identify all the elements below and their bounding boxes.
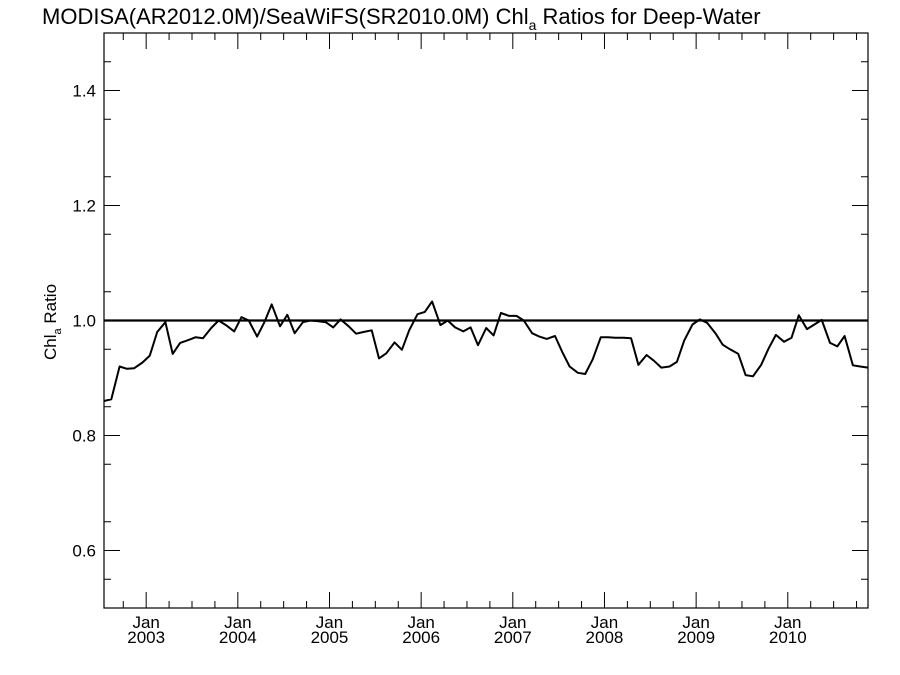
x-tick-month-label: Jan [224, 613, 251, 632]
x-tick-year-label: 2010 [769, 628, 807, 647]
x-tick-month-label: Jan [591, 613, 618, 632]
x-tick-month-label: Jan [682, 613, 709, 632]
x-tick-year-label: 2007 [494, 628, 532, 647]
y-axis-label-suffix: Ratio [41, 284, 60, 328]
y-tick-label: 0.6 [72, 542, 96, 561]
x-tick-year-label: 2005 [311, 628, 349, 647]
x-tick-year-label: 2009 [677, 628, 715, 647]
x-tick-year-label: 2008 [586, 628, 624, 647]
y-axis-label-prefix: Chl [41, 335, 60, 361]
series-line [103, 300, 869, 402]
y-tick-label: 1.2 [72, 197, 96, 216]
svg-text:Chla Ratio: Chla Ratio [41, 284, 64, 360]
chart-title: MODISA(AR2012.0M)/SeaWiFS(SR2010.0M) Chl… [42, 4, 761, 33]
x-tick-month-label: Jan [316, 613, 343, 632]
x-tick-year-label: 2003 [127, 628, 165, 647]
x-tick-year-label: 2004 [219, 628, 257, 647]
x-tick-month-label: Jan [774, 613, 801, 632]
y-tick-label: 1.0 [72, 312, 96, 331]
chart-title-suffix: Ratios for Deep-Water [536, 4, 760, 29]
x-tick-year-label: 2006 [402, 628, 440, 647]
y-axis-label: Chla Ratio [41, 284, 64, 360]
series-group [103, 300, 869, 402]
y-tick-label: 1.4 [72, 82, 96, 101]
tick-labels: 0.60.81.01.21.4Jan2003Jan2004Jan2005Jan2… [72, 82, 806, 648]
minor-ticks [104, 33, 868, 608]
chart-title-prefix: MODISA(AR2012.0M)/SeaWiFS(SR2010.0M) Chl [42, 4, 529, 29]
x-tick-month-label: Jan [132, 613, 159, 632]
x-tick-month-label: Jan [499, 613, 526, 632]
y-axis-label-subscript: a [52, 328, 64, 335]
y-tick-label: 0.8 [72, 427, 96, 446]
chart-title-subscript: a [529, 17, 537, 33]
x-tick-month-label: Jan [407, 613, 434, 632]
